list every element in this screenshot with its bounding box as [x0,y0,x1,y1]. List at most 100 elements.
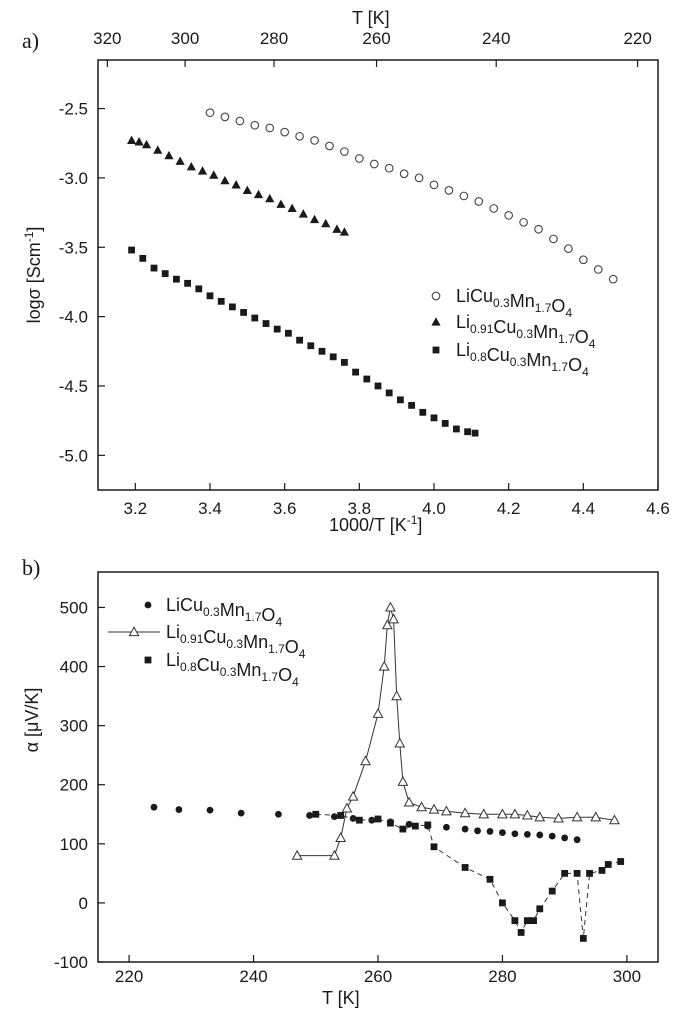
top-tick-label: 320 [93,29,121,48]
data-point [128,246,135,254]
data-point [229,303,236,311]
data-point [416,801,427,812]
data-point [307,342,315,350]
legend-marker [128,626,140,637]
data-point [391,690,403,701]
top-tick-label: 260 [362,29,390,48]
legend-marker [144,601,152,609]
data-point [486,828,494,835]
y-tick-label: 400 [60,658,88,677]
data-point [369,159,379,169]
data-point [250,120,260,130]
panel-a-label: a) [22,28,39,53]
panel-b-series [150,601,625,942]
data-point [609,814,620,825]
data-point [534,224,543,234]
y-tick-label: -100 [54,953,88,972]
data-point [265,123,275,133]
data-point [509,808,521,819]
data-point [561,869,569,877]
data-point [273,325,281,333]
data-point [325,141,334,151]
data-point [385,389,393,397]
data-point [265,193,275,203]
data-point [561,834,569,842]
panel-b-x-axis-label: T [K] [322,988,360,1008]
data-point [571,811,583,822]
data-point [134,137,144,146]
legend-label: Li0.91Cu0.3Mn1.7O4 [166,622,306,661]
data-point [339,227,349,236]
data-point [153,145,163,154]
data-point [536,905,544,913]
data-point [298,209,308,218]
data-point [186,162,196,171]
data-point [399,169,409,179]
data-point [474,197,484,206]
data-point [604,861,612,868]
panel-a-x-ticks: 3.2 3.4 3.6 3.8 4.0 4.2 4.4 4.6 [124,483,670,518]
data-point [471,429,479,437]
data-point [444,186,454,195]
panel-b-label: b) [22,555,40,580]
data-point [384,163,394,173]
x-tick-label: 3.4 [198,499,222,518]
series-2 [128,246,479,437]
data-point [617,858,625,865]
data-point [564,244,573,253]
data-point [408,401,415,409]
data-point [429,180,439,190]
data-point [331,813,338,821]
data-point [287,203,297,213]
data-point [291,849,303,860]
data-point [593,265,603,274]
series-line [297,607,615,857]
y-tick-label: -3.0 [59,169,88,188]
x-tick-label: 4.4 [572,499,596,518]
data-point [608,274,618,284]
data-point [242,185,252,194]
x-tick-label: 240 [239,967,267,986]
data-point [405,820,413,828]
data-point [341,358,348,366]
data-point [519,217,528,227]
series-0 [205,108,618,284]
data-point [424,821,432,829]
panel-a-x-axis-label: 1000/T [K-1] [329,513,422,535]
top-tick-label: 240 [482,29,510,48]
data-point [329,849,340,860]
y-tick-label: 0 [79,894,88,913]
data-point [235,116,245,126]
y-tick-label: -4.0 [59,308,88,327]
data-point [511,917,519,925]
panel-a-plot-frame [97,59,659,491]
data-point [397,396,404,404]
x-tick-label: 260 [364,967,392,986]
data-point [374,382,382,390]
data-point [275,810,282,818]
panel-b-legend: LiCu0.3Mn1.7O4Li0.91Cu0.3Mn1.7O4Li0.8Cu0… [108,595,306,689]
data-point [206,806,214,814]
data-point [586,869,593,877]
series-1 [127,135,349,236]
data-point [428,803,440,814]
data-point [164,150,174,160]
y-tick-label: -5.0 [59,446,88,465]
y-tick-label: -2.5 [59,100,88,119]
data-point [220,112,230,122]
x-tick-label: 4.0 [422,499,446,518]
data-point [388,613,399,624]
data-point [127,135,137,145]
data-point [150,803,158,811]
data-point [332,224,342,233]
data-point [459,807,471,818]
data-point [285,329,292,337]
data-point [394,737,406,748]
data-point [335,832,347,843]
data-point [504,211,514,220]
panel-b-plot-frame [97,571,659,963]
x-tick-label: 4.6 [646,499,670,518]
panel-b-seebeck: b) 220 240 260 280 300 5004003002001000-100 … [22,555,659,1008]
data-point [397,775,409,786]
data-point [523,830,531,838]
